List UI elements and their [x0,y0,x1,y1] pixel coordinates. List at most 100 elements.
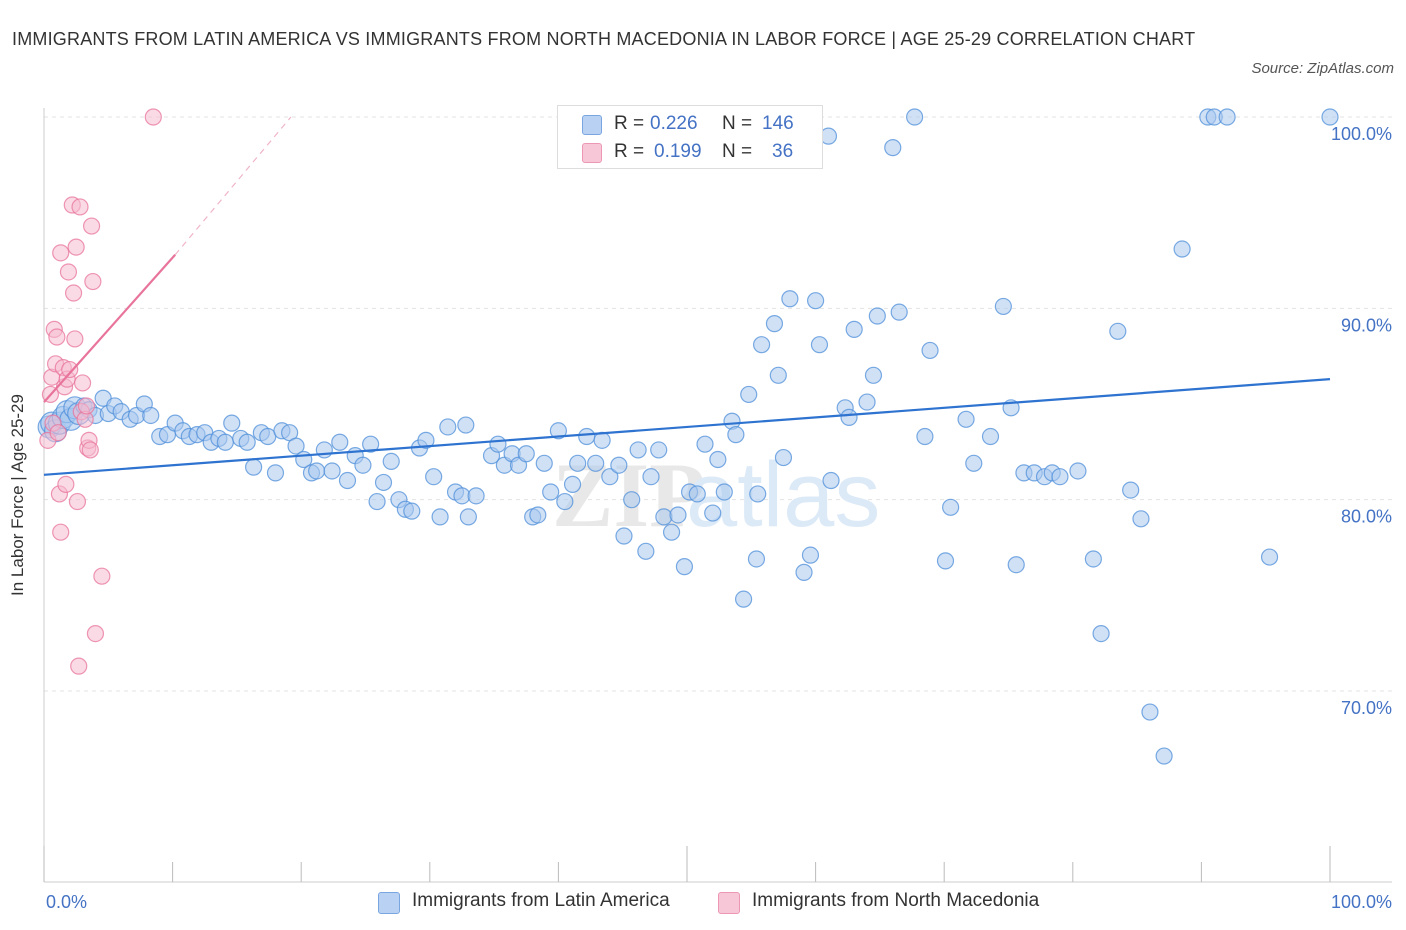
stats-swatch-latin-america [582,115,602,135]
latin-america-point [858,393,876,411]
latin-america-point [315,441,333,459]
north-macedonia-point [144,108,162,126]
north-macedonia-point [48,328,66,346]
latin-america-point [368,492,386,511]
latin-america-point [403,502,421,520]
latin-america-point [801,546,820,564]
latin-america-point [245,458,263,476]
latin-america-point [655,508,673,526]
y-tick-label-90: 90.0% [1341,315,1392,335]
latin-america-point [936,552,955,570]
north-macedonia-point [57,475,75,493]
n-value: 36 [772,141,794,162]
north-macedonia-point [68,492,87,511]
r-value: 0.199 [654,141,702,162]
latin-america-point [569,454,587,472]
latin-america-point [840,408,858,426]
latin-america-point [615,527,633,545]
latin-america-point [610,456,628,474]
y-tick-label-100: 100.0% [1331,124,1392,144]
legend-label-north-macedonia: Immigrants from North Macedonia [752,890,1040,911]
latin-america-point [142,406,160,425]
latin-america-point [637,542,655,560]
n-label: N = [722,141,753,162]
latin-america-point [822,471,840,490]
latin-america-point [810,336,829,354]
x-tick-label-min: 0.0% [46,892,87,912]
north-macedonia-point [71,198,89,216]
latin-america-point [439,418,457,436]
trend-line-north-macedonia [43,254,176,403]
latin-america-point [1084,550,1102,568]
latin-america-point [906,108,924,126]
legend-swatch-latin-america [378,892,400,914]
latin-america-point [331,433,349,451]
north-macedonia-point [52,523,70,541]
north-macedonia-point [67,238,85,256]
latin-america-point [238,433,256,451]
latin-america-point [556,492,574,511]
latin-america-point [675,558,694,576]
y-tick-label-80: 80.0% [1341,507,1392,527]
latin-america-point [749,485,767,503]
north-macedonia-point [84,272,102,291]
latin-america-point [354,456,372,474]
r-label: R = [614,141,645,162]
latin-america-point [535,454,553,472]
n-label: N = [722,113,753,134]
latin-america-point [223,414,241,432]
latin-america-point [1122,481,1140,499]
r-value: 0.226 [650,113,698,134]
latin-america-point [662,523,681,541]
latin-america-point [709,450,727,469]
latin-america-point [642,468,660,486]
north-macedonia-point [82,217,101,235]
latin-america-point [965,454,983,472]
latin-america-point [549,422,568,440]
latin-america-point [916,427,934,446]
north-macedonia-point [49,424,67,442]
north-macedonia-point [66,330,84,348]
latin-america-point [1109,322,1127,340]
latin-america-point [517,445,535,463]
latin-america-point [704,504,722,522]
latin-america-point [1007,556,1025,574]
north-macedonia-point [93,567,111,585]
latin-america-point [715,483,733,501]
latin-america-point [747,550,766,568]
stats-legend: R = 0.226 N = 146 R = 0.199 N = 36 [557,105,823,169]
trend-line-latin-america [43,378,1331,476]
latin-america-point [459,508,477,526]
north-macedonia-point [81,441,99,459]
latin-america-point [650,441,668,459]
latin-america-point [765,315,784,333]
series-legend: Immigrants from Latin America Immigrants… [0,888,1406,916]
latin-america-point [752,336,771,354]
latin-america-point [942,498,960,516]
latin-america-point [740,385,758,404]
legend-label-latin-america: Immigrants from Latin America [412,890,670,911]
latin-america-point [563,475,582,493]
latin-america-point [629,441,647,459]
north-macedonia-point [86,624,105,643]
latin-america-point [623,491,641,509]
latin-america-point [308,462,326,480]
n-value: 146 [762,113,794,134]
latin-america-point [431,508,449,526]
north-macedonia-point [61,360,79,379]
series-latin-america [37,108,1339,765]
latin-america-point [529,506,547,524]
latin-america-point [981,427,1000,446]
latin-america-point [1155,747,1173,765]
latin-america-point [287,437,305,455]
latin-america-point [374,473,393,492]
latin-america-point [769,366,787,384]
latin-america-point [425,468,443,486]
latin-america-point [795,563,813,581]
latin-america-point [323,462,341,480]
north-macedonia-point [70,657,88,675]
north-macedonia-point [64,284,83,302]
trend-extension-north-macedonia [174,116,292,256]
latin-america-point [734,590,753,608]
latin-america-point [1051,468,1069,486]
